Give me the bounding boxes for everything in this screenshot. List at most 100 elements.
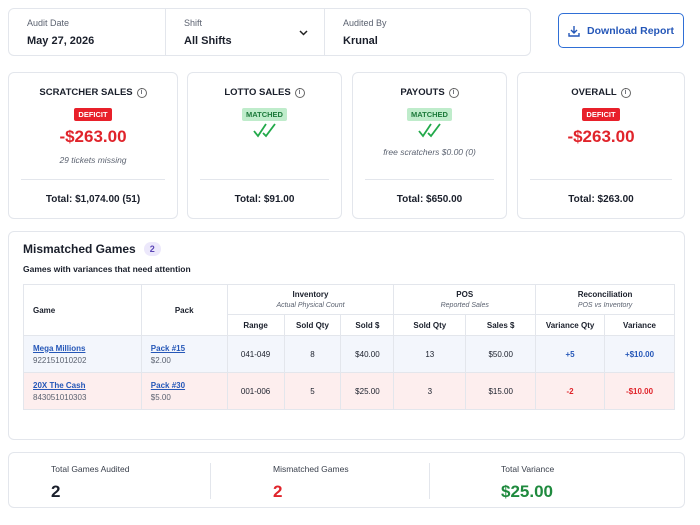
game-link[interactable]: Mega Millions xyxy=(33,343,86,353)
summary-item: Total Variance $25.00 xyxy=(459,453,659,507)
filter-label: Audit Date xyxy=(27,18,70,28)
game-code: 922151010202 xyxy=(33,355,87,365)
filter-label: Shift xyxy=(184,18,203,28)
table-cell: +5 xyxy=(535,335,606,373)
count-badge: 2 xyxy=(143,242,161,256)
amount: -$263.00 xyxy=(59,127,127,146)
badge: DEFICIT xyxy=(582,108,620,121)
game-code: 843051010303 xyxy=(33,392,87,402)
group-sub: Reported Sales xyxy=(440,302,489,309)
group-sub: POS vs Inventory xyxy=(577,302,633,309)
summary-item: Mismatched Games 2 xyxy=(231,453,431,507)
summary-label: Total Variance xyxy=(501,464,555,474)
column-header: Sold Qty xyxy=(283,314,342,336)
table-cell: 5 xyxy=(283,372,342,410)
column-header: Pack xyxy=(140,284,228,336)
column-header: Range xyxy=(226,314,285,336)
summary-label: Mismatched Games xyxy=(273,464,349,474)
table-row: Mega Millions 922151010202 Pack #15 $2.00 04… xyxy=(23,335,675,373)
group-label: POS xyxy=(456,290,474,299)
filter: Audit Date May 27, 2026 xyxy=(9,9,165,55)
card: OVERALL i DEFICIT -$263.00 Total: $263.00 xyxy=(517,72,685,219)
table-cell: $50.00 xyxy=(465,335,537,373)
table-cell: $15.00 xyxy=(465,372,537,410)
card-title: OVERALL xyxy=(571,87,617,98)
chevron xyxy=(299,30,308,36)
check-icon xyxy=(252,123,276,138)
summary-value: 2 xyxy=(51,482,61,501)
table-cell: 13 xyxy=(393,335,467,373)
column-header: Variance Qty xyxy=(535,314,606,336)
pack-cell: Pack #15 $2.00 xyxy=(140,335,228,373)
summary-value: 2 xyxy=(273,482,283,501)
summary-item: Total Games Audited 2 xyxy=(9,453,209,507)
badge: DEFICIT xyxy=(74,108,112,121)
game-cell: 20X The Cash 843051010303 xyxy=(23,372,142,410)
download-button[interactable]: Download Report xyxy=(558,13,684,48)
filter: Audited By Krunal xyxy=(324,9,531,55)
group-label: Reconciliation xyxy=(577,290,633,299)
card-title: SCRATCHER SALES xyxy=(39,87,133,98)
group-header: Inventory Actual Physical Count xyxy=(226,284,395,315)
card-total: Total: $1,074.00 (51) xyxy=(21,179,165,205)
pack-price: $2.00 xyxy=(150,355,171,365)
summary-value: $25.00 xyxy=(501,482,553,501)
table-cell: +$10.00 xyxy=(604,335,675,373)
games-table: Game Pack Inventory Actual Physical Count … xyxy=(23,284,675,410)
check-icon xyxy=(417,123,441,138)
shift-dropdown[interactable]: Shift All Shifts xyxy=(165,9,324,55)
note: free scratchers $0.00 (0) xyxy=(383,147,476,157)
table-cell: 8 xyxy=(283,335,342,373)
group-label: Inventory xyxy=(292,290,329,299)
filter-value: May 27, 2026 xyxy=(27,35,95,47)
card-total: Total: $650.00 xyxy=(365,179,494,205)
column-header: Sold Qty xyxy=(393,314,467,336)
note: 29 tickets missing xyxy=(59,155,127,165)
table-cell: 3 xyxy=(393,372,467,410)
filter-label: Audited By xyxy=(343,18,387,28)
game-cell: Mega Millions 922151010202 xyxy=(23,335,142,373)
card: SCRATCHER SALES i DEFICIT -$263.00 29 ticket… xyxy=(8,72,178,219)
card-total: Total: $263.00 xyxy=(530,179,672,205)
download-icon xyxy=(568,25,580,37)
button-label: Download Report xyxy=(587,24,674,37)
card-title: PAYOUTS xyxy=(400,87,445,98)
card: LOTTO SALES i MATCHED Total: $91.00 xyxy=(187,72,342,219)
table-cell: 041-049 xyxy=(226,335,285,373)
column-header: Sold $ xyxy=(340,314,395,336)
info-icon: i xyxy=(294,87,305,98)
info-icon: i xyxy=(620,87,631,98)
pack-price: $5.00 xyxy=(150,392,171,402)
table-row: 20X The Cash 843051010303 Pack #30 $5.00 001… xyxy=(23,372,675,410)
game-link[interactable]: 20X The Cash xyxy=(33,380,86,390)
info-icon: i xyxy=(448,87,459,98)
amount: -$263.00 xyxy=(567,127,635,146)
pack-link[interactable]: Pack #15 xyxy=(150,343,186,353)
summary-label: Total Games Audited xyxy=(51,464,130,474)
section-title: Mismatched Games xyxy=(23,242,136,256)
card: PAYOUTS i MATCHED free scratchers $0.00 (0)… xyxy=(352,72,507,219)
group-header: Reconciliation POS vs Inventory xyxy=(535,284,675,315)
mismatched-section: Mismatched Games 2 Games with variances t… xyxy=(8,231,685,440)
table-cell: $40.00 xyxy=(340,335,395,373)
group-header: POS Reported Sales xyxy=(393,284,537,315)
filter-bar: Audit Date May 27, 2026 Shift All Shifts A… xyxy=(8,8,531,56)
group-sub: Actual Physical Count xyxy=(276,302,345,309)
table-cell: 001-006 xyxy=(226,372,285,410)
pack-link[interactable]: Pack #30 xyxy=(150,380,186,390)
pack-cell: Pack #30 $5.00 xyxy=(140,372,228,410)
summary-bar: Total Games Audited 2 Mismatched Games 2 T… xyxy=(8,452,685,508)
table-cell: $25.00 xyxy=(340,372,395,410)
badge: MATCHED xyxy=(242,108,287,121)
filter-value: All Shifts xyxy=(184,35,232,47)
table-cell: -$10.00 xyxy=(604,372,675,410)
section-subtitle: Games with variances that need attention xyxy=(23,264,191,274)
column-header: Game xyxy=(23,284,142,336)
badge: MATCHED xyxy=(407,108,452,121)
column-header: Variance xyxy=(604,314,675,336)
table-cell: -2 xyxy=(535,372,606,410)
column-header: Sales $ xyxy=(465,314,537,336)
filter-value: Krunal xyxy=(343,35,378,47)
info-icon: i xyxy=(136,87,147,98)
